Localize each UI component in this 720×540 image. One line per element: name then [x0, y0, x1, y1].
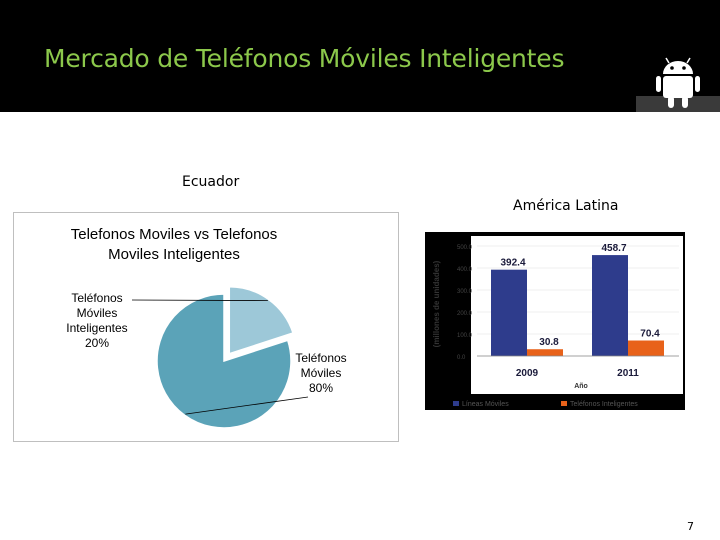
x-axis-title: Año	[574, 383, 588, 390]
y-tick-label: 0.0	[457, 355, 466, 361]
legend-swatch	[453, 401, 459, 406]
y-tick-label: 200.0	[457, 311, 473, 317]
y-axis-title: (millones de unidades)	[432, 260, 441, 347]
pie-slice-label-mobiles: Teléfonos Móviles 80%	[295, 351, 347, 395]
android-logo-icon	[636, 57, 720, 112]
pie-slice-1	[156, 293, 292, 429]
legend-label: Líneas Móviles	[462, 401, 509, 408]
ecuador-label: Ecuador	[182, 174, 240, 190]
title-bar: Mercado de Teléfonos Móviles Inteligente…	[0, 0, 720, 112]
bar-data-label: 392.4	[500, 258, 525, 269]
bar-mobile-lines-2011	[592, 255, 628, 356]
pie-leader-line-0	[131, 299, 268, 301]
bar-data-label: 30.8	[539, 337, 559, 348]
page-title: Mercado de Teléfonos Móviles Inteligente…	[44, 44, 565, 73]
bar-smartphones-2011	[628, 340, 664, 356]
latam-label: América Latina	[513, 198, 619, 214]
pie-plot	[131, 285, 309, 429]
x-tick-label: 2011	[617, 368, 639, 379]
bar-data-label: 458.7	[601, 243, 626, 254]
bar-data-label: 70.4	[640, 329, 660, 340]
legend-label: Teléfonos Inteligentes	[570, 401, 638, 408]
pie-slice-0	[228, 285, 294, 355]
pie-slice-label-smartphones: Teléfonos Móviles Inteligentes 20%	[66, 291, 128, 350]
y-tick-label: 500.0	[457, 245, 473, 251]
legend-swatch	[561, 401, 567, 406]
bar-mobile-lines-2009	[491, 269, 527, 356]
y-tick-label: 400.0	[457, 267, 473, 273]
x-tick-label: 2009	[516, 368, 539, 379]
pie-chart: Telefonos Moviles vs Telefonos Moviles I…	[13, 212, 399, 442]
page-number: 7	[687, 520, 694, 533]
pie-chart-title: Telefonos Moviles vs Telefonos Moviles I…	[14, 225, 334, 265]
pie-leader-line-1	[185, 396, 309, 415]
y-tick-label: 300.0	[457, 289, 473, 295]
y-tick-label: 100.0	[457, 333, 473, 339]
bar-plot: 0.0 100.0 200.0 300.0 400.0 500.0 (millones de…	[425, 232, 685, 410]
pie-title-line-1: Telefonos Moviles vs Telefonos	[70, 226, 278, 243]
pie-title-line-2: Moviles Inteligentes	[108, 246, 240, 263]
bar-smartphones-2009	[527, 349, 563, 356]
bar-chart: 0.0 100.0 200.0 300.0 400.0 500.0 (millones de…	[425, 232, 685, 410]
